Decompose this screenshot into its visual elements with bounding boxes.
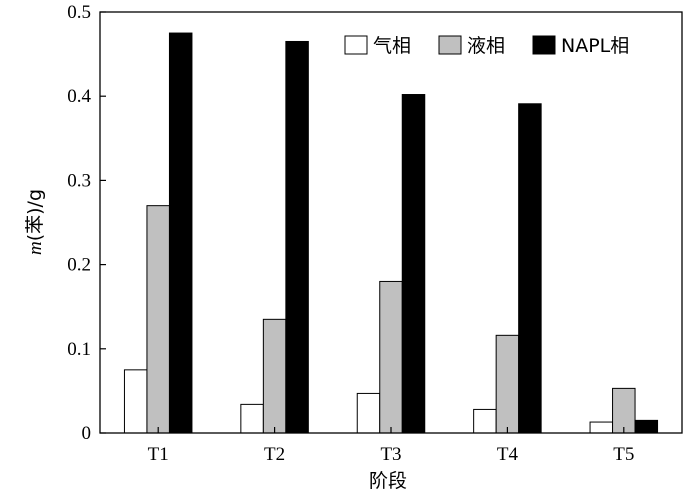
legend-label: 液相 (467, 35, 505, 57)
x-tick-label: T4 (497, 444, 519, 465)
bar-T1-series-1 (123, 369, 148, 434)
x-tick-label: T3 (380, 444, 401, 465)
bar-T5-series-3 (634, 419, 659, 434)
bar-T3-series-1 (356, 392, 381, 434)
bar-T2-series-2 (262, 318, 287, 434)
bars-layer (123, 32, 659, 434)
x-tick-label: T2 (264, 444, 285, 465)
legend-swatch (532, 35, 556, 55)
legend-label: NAPL相 (561, 35, 629, 57)
bar-T3-series-2 (379, 280, 403, 434)
x-tick-label: T5 (613, 444, 634, 465)
x-axis-label: 阶段 (369, 470, 407, 492)
bar-T4-series-3 (518, 103, 542, 434)
y-axis-label: m(苯)/g (24, 189, 46, 255)
y-axis-label-rest: (苯)/g (24, 189, 46, 241)
bar-T5-series-2 (612, 387, 636, 434)
y-tick-label: 0.4 (67, 86, 91, 107)
bar-T2-series-3 (285, 40, 309, 434)
bar-T4-series-2 (495, 334, 520, 434)
bar-T1-series-3 (168, 32, 193, 434)
x-tick-label: T1 (148, 444, 169, 465)
bar-T4-series-1 (473, 408, 497, 434)
y-tick-label: 0 (82, 423, 92, 444)
bar-T1-series-2 (146, 205, 170, 434)
legend-swatch (344, 35, 368, 55)
y-tick-label: 0.2 (67, 255, 91, 276)
legend-swatch (438, 35, 462, 55)
y-tick-label: 0.5 (67, 2, 91, 23)
bar-T5-series-1 (589, 421, 614, 434)
axes-layer: 0 0.1 0.2 0.3 0.4 0.5 T1 T2 T3 T4 T5 (67, 2, 683, 465)
bar-T2-series-1 (240, 403, 264, 434)
legend: 气相 液相 NAPL相 (344, 35, 629, 57)
bar-T3-series-3 (401, 94, 426, 434)
legend-label: 气相 (373, 35, 411, 57)
y-tick-label: 0.3 (67, 170, 91, 191)
y-tick-label: 0.1 (67, 339, 91, 360)
y-axis-label-italic: m (25, 241, 46, 255)
